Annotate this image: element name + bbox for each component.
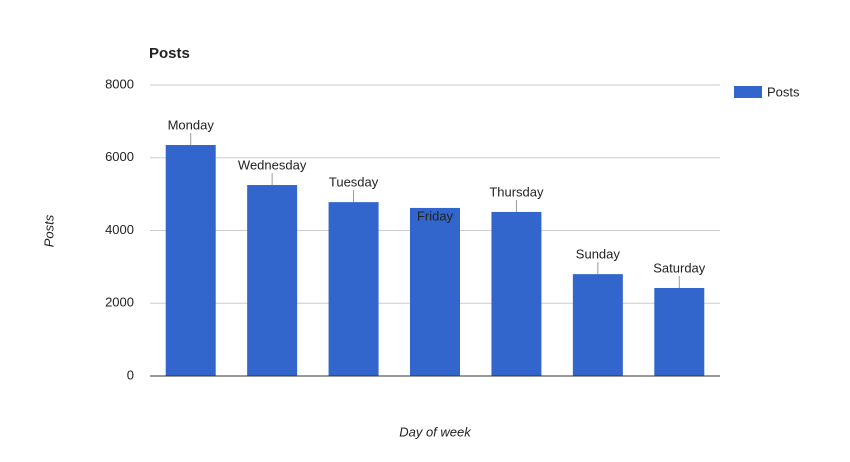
- y-axis-title: Posts: [41, 214, 56, 247]
- bar: [572, 274, 623, 376]
- x-axis-title: Day of week: [399, 424, 472, 439]
- chart-title: Posts: [149, 45, 190, 62]
- bar-annotation: Wednesday: [238, 157, 307, 172]
- y-tick-label: 8000: [105, 76, 134, 91]
- y-tick-label: 6000: [105, 149, 134, 164]
- bar-annotation: Sunday: [576, 247, 621, 262]
- bar: [491, 211, 542, 376]
- bar-annotation: Saturday: [653, 260, 706, 275]
- bar-annotation: Monday: [168, 117, 215, 132]
- bar: [410, 207, 460, 376]
- legend-label: Posts: [767, 84, 800, 99]
- bar: [328, 202, 379, 376]
- y-tick-label: 2000: [105, 295, 134, 310]
- legend-swatch: [734, 86, 762, 98]
- y-tick-label: 4000: [105, 222, 134, 237]
- bar-annotation: Friday: [417, 208, 454, 223]
- bar-annotation: Thursday: [489, 184, 544, 199]
- bar: [654, 287, 705, 376]
- bar-annotation: Tuesday: [329, 175, 379, 190]
- bar: [165, 145, 216, 376]
- y-tick-label: 0: [127, 367, 134, 382]
- bar: [247, 185, 298, 376]
